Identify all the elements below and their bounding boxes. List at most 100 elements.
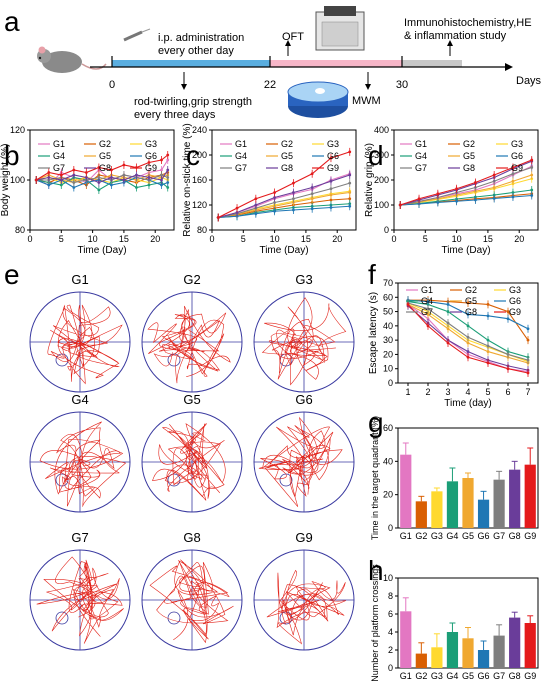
data-point-G7 bbox=[466, 335, 470, 339]
data-point-G5 bbox=[310, 197, 314, 201]
panel-label-f: f bbox=[368, 259, 376, 290]
panel-label-e: e bbox=[4, 259, 20, 290]
data-point-G6 bbox=[506, 317, 510, 321]
series-line-G7 bbox=[218, 182, 350, 219]
bar-G8 bbox=[509, 469, 521, 528]
timeline-rod-text: rod-twirling,grip strength bbox=[134, 96, 252, 108]
legend-label-G2: G2 bbox=[99, 139, 111, 149]
x-tick-label: 5 bbox=[241, 234, 246, 244]
maze-title-G3: G3 bbox=[295, 272, 312, 287]
data-point-G7 bbox=[122, 173, 126, 177]
timeline-ip-text: i.p. administration bbox=[158, 32, 244, 44]
bar-G9 bbox=[524, 464, 536, 528]
y-axis-label: Time in the target quadrant (%) bbox=[370, 416, 380, 540]
bar-G2 bbox=[415, 653, 427, 668]
data-point-G9 bbox=[34, 178, 38, 182]
y-tick-label: 40 bbox=[383, 456, 393, 466]
data-point-G7 bbox=[511, 172, 515, 176]
series-line-G9 bbox=[400, 159, 532, 206]
data-point-G5 bbox=[486, 350, 490, 353]
chart-relative-grip: 0 100 200 300 400 0 5 10 15 20 Time (Day) Relative … bbox=[364, 125, 539, 256]
data-point-G8 bbox=[466, 350, 470, 353]
x-tick-label-G4: G4 bbox=[446, 531, 458, 541]
series-line-G4 bbox=[400, 189, 532, 206]
data-point-G6 bbox=[530, 194, 534, 197]
data-point-G4 bbox=[135, 186, 138, 189]
legend-label-G3: G3 bbox=[145, 139, 157, 149]
x-tick-label: 5 bbox=[423, 234, 428, 244]
data-point-G8 bbox=[329, 179, 333, 183]
data-point-G7 bbox=[526, 358, 530, 362]
timeline-tick-22: 22 bbox=[264, 79, 276, 91]
data-point-G9 bbox=[486, 361, 490, 365]
data-point-G9 bbox=[530, 158, 534, 162]
timeline-rod-text2: every three days bbox=[134, 109, 216, 121]
legend-label-G7: G7 bbox=[421, 307, 433, 317]
maze-title-G8: G8 bbox=[183, 530, 200, 545]
bar-G3 bbox=[431, 647, 443, 668]
timeline-panel: 0 22 30 Days i.p. administration every o… bbox=[37, 6, 542, 121]
x-tick-label-G5: G5 bbox=[462, 531, 474, 541]
legend-label-G6: G6 bbox=[145, 151, 157, 161]
data-point-G9 bbox=[273, 191, 277, 194]
bar-G2 bbox=[415, 501, 427, 528]
panel-label-h: h bbox=[368, 555, 384, 586]
y-tick-label: 80 bbox=[197, 225, 207, 235]
data-point-G6 bbox=[291, 208, 295, 212]
swim-path-G7 bbox=[36, 556, 124, 644]
legend-label-G2: G2 bbox=[463, 139, 475, 149]
y-tick-label: 70 bbox=[383, 278, 393, 288]
data-point-G4 bbox=[466, 324, 470, 328]
data-point-G9 bbox=[426, 324, 430, 328]
x-tick-label: 10 bbox=[270, 234, 280, 244]
y-tick-label: 240 bbox=[192, 125, 207, 135]
data-point-G8 bbox=[47, 176, 51, 179]
data-point-G5 bbox=[492, 186, 496, 189]
panel-label-b: b bbox=[4, 140, 20, 171]
data-point-G5 bbox=[329, 193, 333, 197]
data-point-G8 bbox=[135, 173, 138, 177]
series-line-G9 bbox=[35, 154, 169, 181]
x-tick-label-G9: G9 bbox=[524, 671, 536, 681]
data-point-G4 bbox=[97, 188, 101, 192]
legend-label-G1: G1 bbox=[53, 139, 65, 149]
y-tick-label: 0 bbox=[388, 378, 393, 388]
data-point-G8 bbox=[122, 178, 126, 182]
maze-platform-G4 bbox=[55, 473, 69, 487]
data-point-G8 bbox=[348, 173, 352, 177]
y-tick-label: 0 bbox=[384, 225, 389, 235]
y-axis-label: Body weight (%) bbox=[0, 144, 11, 217]
swim-path-G4 bbox=[39, 421, 127, 507]
x-tick-label: 15 bbox=[119, 234, 129, 244]
data-point-G9 bbox=[348, 150, 352, 154]
legend-label-G3: G3 bbox=[509, 285, 521, 295]
data-point-G9 bbox=[466, 355, 470, 359]
x-tick-label-G9: G9 bbox=[524, 531, 536, 541]
bar-G5 bbox=[462, 638, 474, 668]
data-point-G7 bbox=[160, 173, 163, 177]
x-tick-label-G6: G6 bbox=[478, 531, 490, 541]
data-point-G8 bbox=[254, 203, 258, 207]
bar-G8 bbox=[509, 617, 521, 668]
data-point-G9 bbox=[84, 171, 88, 174]
legend-label-G6: G6 bbox=[509, 296, 521, 306]
data-point-G7 bbox=[166, 176, 170, 179]
series-line-G9 bbox=[218, 151, 350, 218]
chart-body-weight: 80 100 120 0 5 10 15 20 Time (Day) Body weight (%… bbox=[0, 125, 175, 256]
data-point-G5 bbox=[530, 173, 534, 177]
swim-path-grid: G1 G2 G3 G4 G5 G6 G7 G8 G9 bbox=[29, 272, 355, 651]
data-point-G1 bbox=[426, 317, 430, 321]
timeline-bar-pink bbox=[270, 60, 402, 67]
y-tick-label: 300 bbox=[374, 150, 389, 160]
x-tick-label-G7: G7 bbox=[493, 531, 505, 541]
data-point-G1 bbox=[160, 168, 163, 172]
legend-label-G9: G9 bbox=[509, 307, 521, 317]
data-point-G9 bbox=[526, 371, 530, 375]
y-tick-label: 120 bbox=[192, 200, 207, 210]
swim-path-G2 bbox=[147, 305, 231, 384]
bar-G3 bbox=[431, 491, 443, 528]
y-axis-label: Relative on-stick time (%) bbox=[182, 123, 193, 236]
data-point-G1 bbox=[166, 158, 170, 162]
data-point-G6 bbox=[273, 209, 277, 213]
